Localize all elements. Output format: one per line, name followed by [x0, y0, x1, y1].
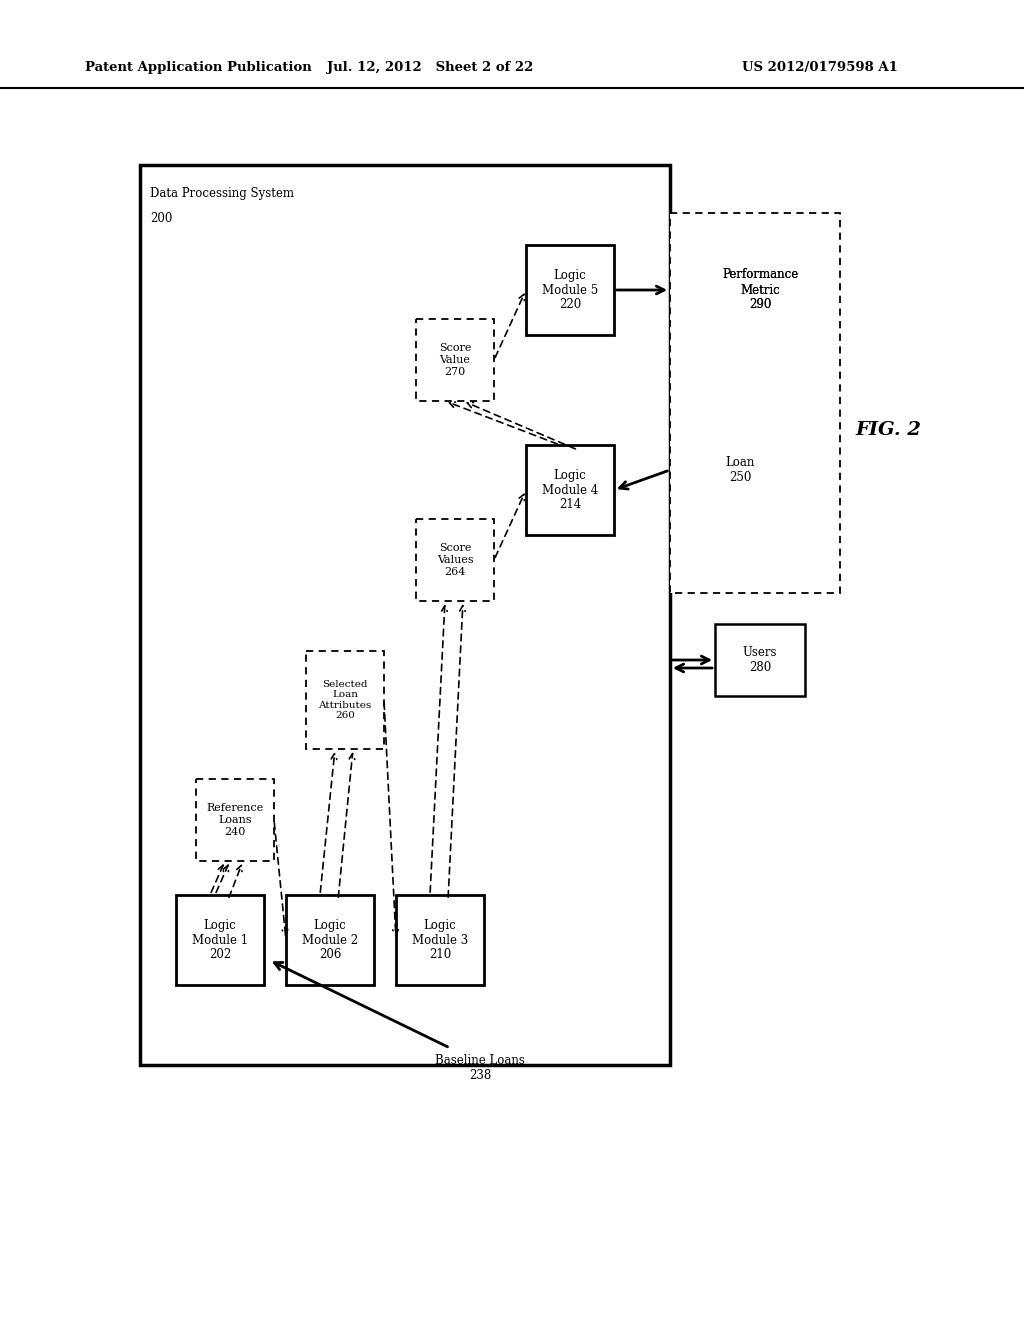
Bar [416, 519, 494, 601]
Bar [196, 779, 274, 861]
Text: Score
Value
270: Score Value 270 [439, 343, 471, 376]
Bar [306, 651, 384, 748]
Text: Users
280: Users 280 [742, 645, 777, 675]
Bar [526, 445, 614, 535]
Text: Performance
Metric
290: Performance Metric 290 [722, 268, 798, 312]
Bar [670, 213, 840, 593]
Text: Score
Values
264: Score Values 264 [436, 544, 473, 577]
Bar [705, 243, 815, 338]
Bar [416, 319, 494, 401]
Bar [526, 246, 614, 335]
Text: Logic
Module 2
206: Logic Module 2 206 [302, 919, 358, 961]
Text: Logic
Module 1
202: Logic Module 1 202 [191, 919, 248, 961]
Text: FIG. 2: FIG. 2 [855, 421, 921, 440]
Text: Data Processing System: Data Processing System [150, 187, 294, 201]
Text: Logic
Module 4
214: Logic Module 4 214 [542, 469, 598, 511]
Bar [140, 165, 670, 1065]
Bar [176, 895, 264, 985]
Text: Reference
Loans
240: Reference Loans 240 [207, 804, 263, 837]
Text: 200: 200 [150, 213, 172, 224]
Text: Loan
250: Loan 250 [725, 455, 755, 484]
Text: Baseline Loans
238: Baseline Loans 238 [435, 1053, 525, 1082]
Text: US 2012/0179598 A1: US 2012/0179598 A1 [742, 62, 898, 74]
Text: Selected
Loan
Attributes
260: Selected Loan Attributes 260 [318, 680, 372, 721]
Bar [715, 624, 805, 696]
Bar [396, 895, 484, 985]
Text: Logic
Module 5
220: Logic Module 5 220 [542, 268, 598, 312]
Bar [286, 895, 374, 985]
Text: Logic
Module 3
210: Logic Module 3 210 [412, 919, 468, 961]
Text: Jul. 12, 2012   Sheet 2 of 22: Jul. 12, 2012 Sheet 2 of 22 [327, 62, 534, 74]
Text: Performance
Metric
290: Performance Metric 290 [722, 268, 798, 312]
Text: Patent Application Publication: Patent Application Publication [85, 62, 311, 74]
